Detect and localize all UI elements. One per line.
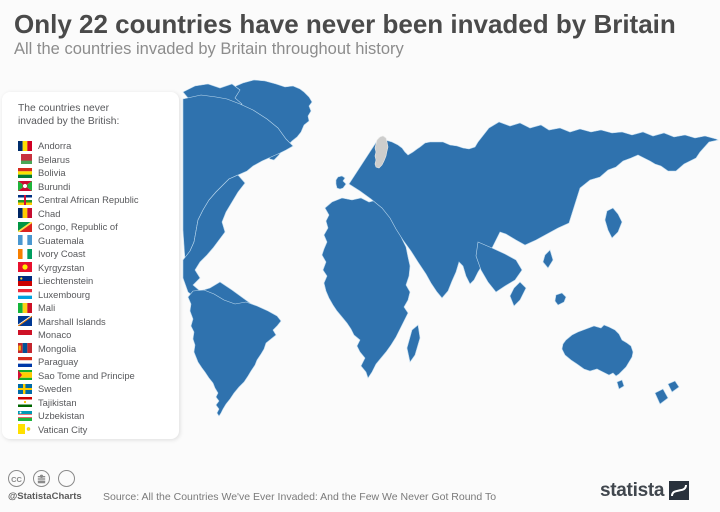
- svg-text:CC: CC: [11, 475, 22, 484]
